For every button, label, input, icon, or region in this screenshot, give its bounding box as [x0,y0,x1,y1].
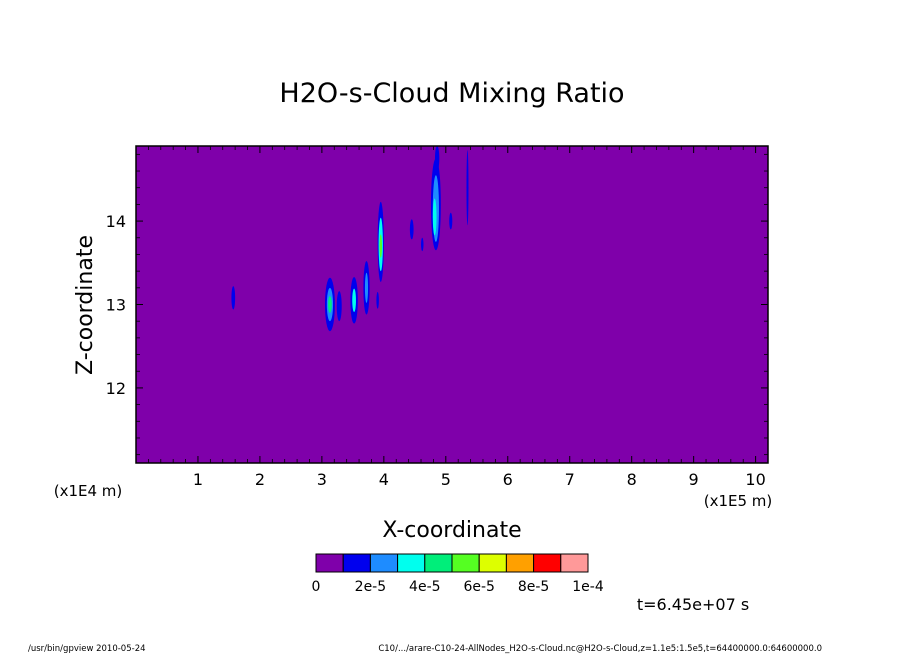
x-tick-label: 2 [255,470,265,489]
x-tick-label: 8 [627,470,637,489]
x-tick-label: 9 [689,470,699,489]
z-scale-note: (x1E4 m) [54,482,123,500]
footer-left-note: /usr/bin/gpview 2010-05-24 [28,644,146,654]
colorbar-swatch [505,553,535,573]
colorbar-swatch [451,553,480,573]
cloud-feature-18 [434,146,440,172]
x-tick-label: 1 [193,470,203,489]
cloud-feature-19 [449,212,453,230]
y-tick-label: 13 [106,296,126,315]
x-tick-label: 7 [565,470,575,489]
colorbar-tick-label: 6e-5 [463,579,494,595]
cloud-feature-6 [352,288,356,313]
x-axis-label: X-coordinate [382,518,521,543]
colorbar-swatch [478,553,507,573]
y-tick-label: 12 [106,379,126,398]
x-tick-label: 10 [745,470,765,489]
colorbar-swatch [342,553,371,573]
colorbar-swatch [560,553,589,573]
x-tick-label: 5 [441,470,451,489]
colorbar-swatch [315,553,344,573]
cloud-feature-14 [421,237,424,252]
time-label: t=6.45e+07 s [637,595,749,614]
footer-right-note: C10/.../arare-C10-24-AllNodes_H2O-s-Clou… [378,644,822,654]
colorbar-swatch [369,553,399,573]
cloud-feature-13 [409,219,414,240]
chart-title: H2O-s-Cloud Mixing Ratio [279,78,624,109]
colorbar-tick-label: 2e-5 [355,579,386,595]
cloud-feature-17 [432,198,437,236]
cloud-feature-0 [231,286,236,310]
x-tick-label: 6 [503,470,513,489]
colorbar-swatch [533,553,562,573]
plot-background [136,146,768,463]
x-tick-label: 4 [379,470,389,489]
cloud-features [231,146,469,332]
cloud-feature-20 [466,150,469,226]
colorbar-swatch [397,553,426,573]
cloud-feature-8 [364,272,369,303]
x-tick-label: 3 [317,470,327,489]
cloud-feature-3 [328,296,332,313]
colorbar-tick-label: 1e-4 [572,579,604,595]
y-tick-label: 14 [106,212,126,231]
colorbar-swatch [424,553,453,573]
colorbar-tick-label: 4e-5 [409,579,440,595]
colorbar-tick-label: 0 [312,579,321,595]
colorbar-labels: 0 2e-5 4e-5 6e-5 8e-5 1e-4 [312,579,604,595]
x-scale-note: (x1E5 m) [704,492,773,510]
cloud-feature-9 [376,291,379,309]
cloud-feature-4 [336,291,342,322]
y-axis-label: Z-coordinate [73,235,98,375]
colorbar-tick-label: 8e-5 [518,579,549,595]
cloud-feature-12 [379,234,382,258]
colorbar [315,553,589,573]
